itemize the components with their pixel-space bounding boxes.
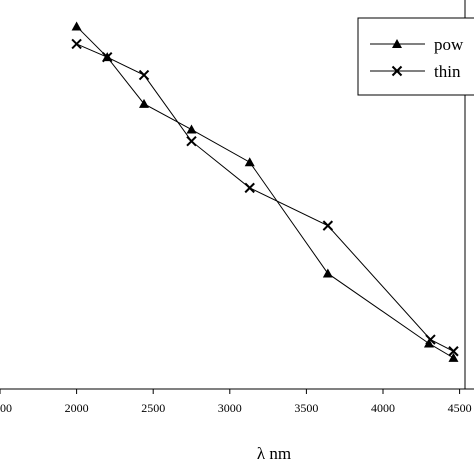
x-ticks: 1500 2000 2500 3000 3500 4000 4500 xyxy=(0,389,472,415)
data-point-thin-7 xyxy=(448,346,459,357)
series-line-pow xyxy=(76,26,454,359)
data-point-thin-0 xyxy=(71,38,82,50)
legend-marker-pow xyxy=(392,39,402,48)
x-axis-title: λ nm xyxy=(257,444,291,463)
data-point-pow-3 xyxy=(186,124,197,134)
data-point-pow-2 xyxy=(139,98,150,108)
data-point-thin-1 xyxy=(102,51,113,63)
data-point-pow-5 xyxy=(322,268,333,278)
data-point-thin-5 xyxy=(322,220,334,231)
x-tick-label: 3500 xyxy=(294,401,318,415)
data-point-thin-3 xyxy=(186,135,197,147)
legend-box xyxy=(357,17,474,96)
x-tick-label: 1500 xyxy=(0,401,12,415)
series-line-thin xyxy=(76,43,454,352)
x-tick-label: 4000 xyxy=(371,401,395,415)
legend-marker-thin xyxy=(391,65,403,77)
data-point-thin-4 xyxy=(244,182,255,194)
data-point-thin-2 xyxy=(138,69,150,81)
data-point-thin-6 xyxy=(425,334,436,345)
data-point-pow-4 xyxy=(244,157,255,167)
legend-label-thin: thin xyxy=(434,62,461,81)
x-tick-label: 4500 xyxy=(448,401,472,415)
x-tick-label: 2500 xyxy=(141,401,165,415)
x-tick-label: 3000 xyxy=(218,401,242,415)
data-point-pow-7 xyxy=(448,352,459,362)
legend: pow thin xyxy=(357,17,474,96)
x-tick-label: 2000 xyxy=(65,401,89,415)
data-point-pow-6 xyxy=(423,338,434,348)
plot-area: 1500 2000 2500 3000 3500 4000 4500 xyxy=(0,0,474,415)
data-point-pow-0 xyxy=(71,21,82,31)
series-layer xyxy=(71,21,459,362)
legend-label-pow: pow xyxy=(434,35,464,54)
